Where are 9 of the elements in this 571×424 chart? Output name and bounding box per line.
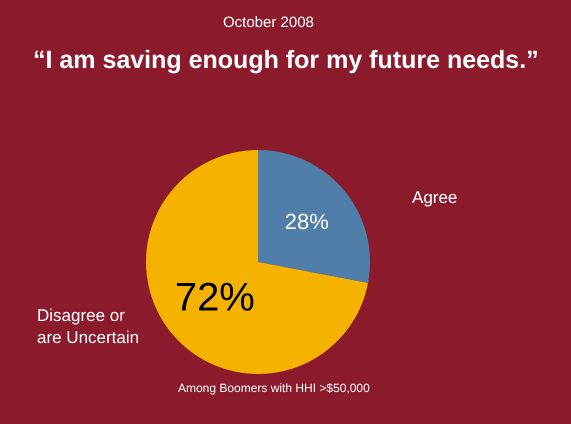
text: Among Boomers with HHI >$50,000	[178, 381, 370, 395]
slice-label: Agree	[412, 188, 458, 207]
data-label: 72%	[174, 276, 255, 320]
chart-subtitle: October 2008	[223, 14, 314, 31]
slice-label: Disagree or are Uncertain	[37, 306, 140, 348]
chart-title: “I am saving enough for my future needs.”	[33, 46, 539, 74]
pie-slice	[146, 150, 368, 374]
pie-slice	[258, 150, 370, 283]
data-label: 28%	[284, 209, 329, 234]
